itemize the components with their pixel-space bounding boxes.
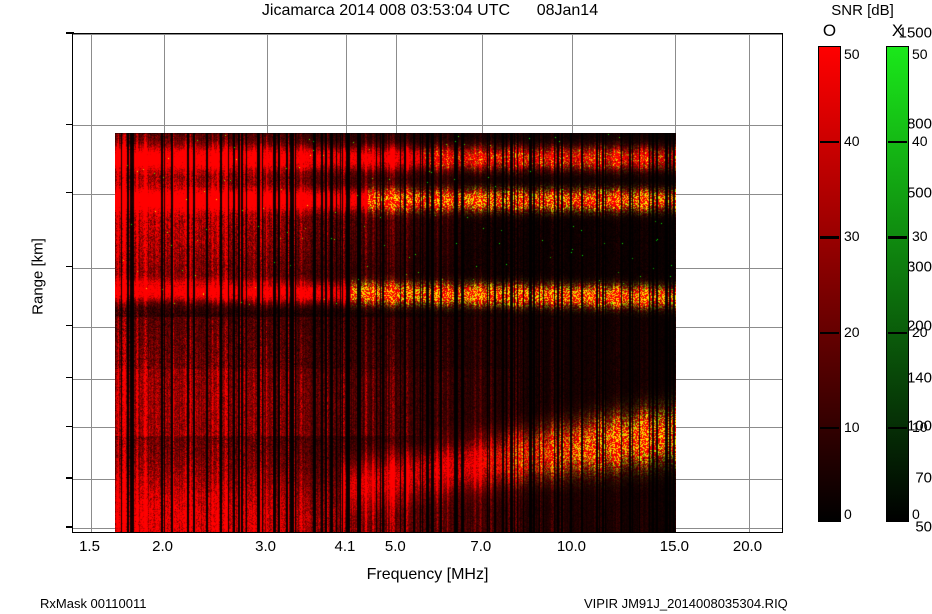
x-tick-label-20.0: 20.0 [732,538,763,555]
colorbar-ticklabel-30: 30 [912,228,928,245]
y-tick-mark-50 [66,526,74,528]
colorbar-ticklabel-30: 30 [844,228,860,245]
colorbar-ticklabel-50: 50 [844,46,860,62]
colorbar-ticklabel-50: 50 [912,46,928,62]
page-title: Jicamarca 2014 008 03:53:04 UTC 08Jan14 [261,2,599,19]
colorbar-x-gradient [886,46,909,522]
colorbar-tick-30 [820,236,839,239]
y-tick-label-300: 300 [906,258,932,276]
colorbar-o-gradient [818,46,841,522]
colorbar-o-mode[interactable]: O 50 40 30 20 10 0 [818,21,860,522]
gridline-h-1500 [73,34,782,35]
x-tick-label-5.0: 5.0 [384,538,406,555]
y-tick-label-50: 50 [915,518,932,536]
y-tick-mark-800 [66,123,74,125]
gridline-h-800 [73,125,782,127]
colorbar-tick-10 [820,426,839,429]
x-tick-label-7.0: 7.0 [470,538,492,555]
y-tick-mark-200 [66,324,74,327]
y-tick-mark-140 [66,376,74,379]
colorbar-tick-30 [888,236,907,239]
gridline-v-15.0 [675,34,677,532]
colorbar-title: SNR [dB] [831,2,894,19]
y-tick-label-100: 100 [906,417,932,435]
colorbar-o-label: O [822,21,837,40]
x-axis-label: Frequency [MHz] [366,566,489,583]
y-tick-mark-300 [66,266,74,268]
footer-filename: VIPIR JM91J_2014008035304.RIQ [584,596,788,611]
colorbar-ticklabel-20: 20 [912,323,928,340]
y-tick-label-800: 800 [906,115,932,133]
y-tick-mark-1500 [66,32,74,34]
y-tick-label-70: 70 [915,469,932,487]
colorbar-ticklabel-0: 0 [912,506,920,522]
colorbar-tick-10 [888,426,907,429]
y-tick-label-140: 140 [906,369,932,386]
y-tick-label-200: 200 [906,317,932,335]
colorbar-ticklabel-40: 40 [912,133,928,150]
y-tick-mark-100 [66,425,74,428]
y-tick-label-500: 500 [906,184,932,202]
colorbar-x-mode[interactable]: X 50 40 30 20 10 0 [886,21,928,522]
x-tick-label-4.1: 4.1 [334,538,356,555]
y-tick-label-1500: 1500 [898,24,932,42]
y-tick-mark-500 [66,191,74,194]
colorbar-tick-40 [820,141,839,144]
colorbar-ticklabel-10: 10 [912,418,928,435]
colorbar-ticklabel-40: 40 [844,133,860,150]
colorbar-ticklabel-10: 10 [844,418,860,435]
plot-area[interactable] [72,33,783,533]
colorbar-tick-20 [820,331,839,334]
y-tick-mark-70 [66,477,74,479]
colorbar-ticklabel-0: 0 [844,506,852,522]
ionogram-heatmap[interactable] [114,132,676,532]
gridline-v-1.5 [90,34,92,532]
x-tick-label-10.0: 10.0 [556,538,587,555]
colorbar-ticklabel-20: 20 [844,323,860,340]
footer-rxmask: RxMask 00110011 [40,596,147,611]
x-tick-label-15.0: 15.0 [659,538,689,555]
colorbar-tick-40 [888,141,907,144]
colorbar-x-label: X [891,21,904,40]
colorbar-tick-20 [888,331,907,334]
gridline-v-20.0 [748,34,750,532]
y-axis-label: Range [km] [29,238,47,315]
x-tick-label-2.0: 2.0 [152,538,174,555]
x-tick-label-3.0: 3.0 [255,538,277,555]
x-tick-label-1.5: 1.5 [79,538,100,555]
